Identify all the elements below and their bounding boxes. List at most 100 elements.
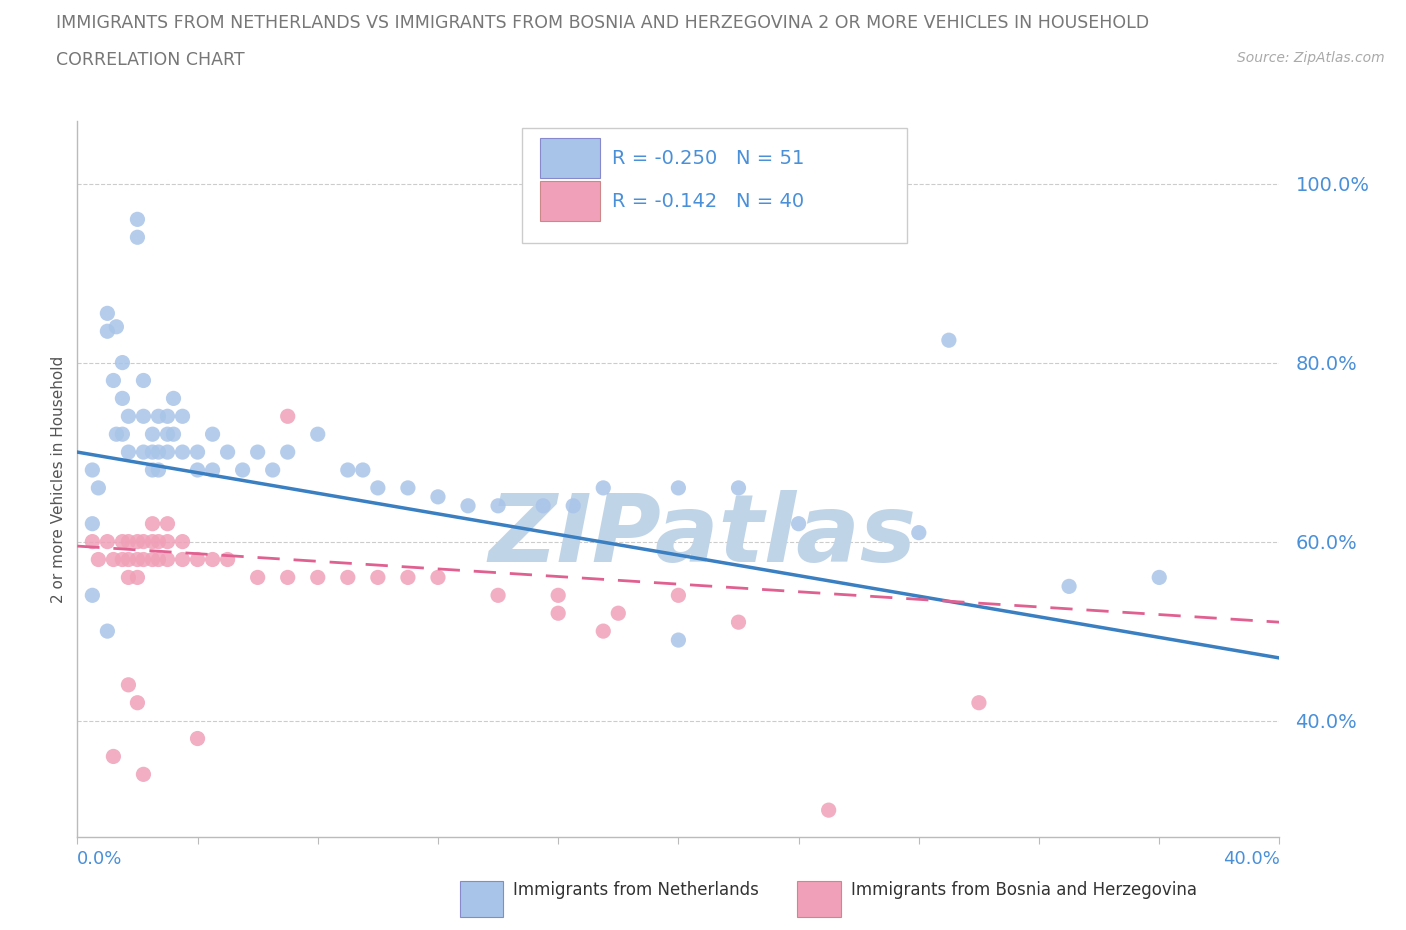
- Point: [105, 427, 128, 442]
- Point: [668, 481, 690, 496]
- Point: [162, 391, 184, 405]
- Point: [201, 552, 224, 567]
- Point: [103, 552, 125, 567]
- Point: [141, 427, 163, 442]
- Point: [111, 534, 134, 549]
- Point: [117, 534, 139, 549]
- Text: R = -0.250   N = 51: R = -0.250 N = 51: [612, 149, 804, 167]
- Point: [96, 306, 118, 321]
- Point: [82, 588, 104, 603]
- Point: [727, 481, 749, 496]
- Text: ZIPatlas: ZIPatlas: [488, 490, 917, 582]
- Point: [127, 696, 149, 711]
- Point: [787, 516, 810, 531]
- Point: [172, 552, 194, 567]
- Text: IMMIGRANTS FROM NETHERLANDS VS IMMIGRANTS FROM BOSNIA AND HERZEGOVINA 2 OR MORE : IMMIGRANTS FROM NETHERLANDS VS IMMIGRANT…: [56, 14, 1149, 32]
- Point: [82, 516, 104, 531]
- Point: [186, 462, 209, 477]
- Point: [246, 570, 269, 585]
- Point: [141, 552, 163, 567]
- Text: Immigrants from Netherlands: Immigrants from Netherlands: [513, 881, 759, 899]
- Point: [127, 212, 149, 227]
- Point: [96, 324, 118, 339]
- FancyBboxPatch shape: [522, 128, 907, 243]
- Point: [82, 462, 104, 477]
- Point: [457, 498, 479, 513]
- Point: [111, 427, 134, 442]
- Point: [967, 696, 990, 711]
- Point: [277, 409, 299, 424]
- Point: [531, 498, 554, 513]
- Text: R = -0.142   N = 40: R = -0.142 N = 40: [612, 192, 804, 210]
- Text: CORRELATION CHART: CORRELATION CHART: [56, 51, 245, 69]
- Point: [105, 319, 128, 334]
- Text: Source: ZipAtlas.com: Source: ZipAtlas.com: [1237, 51, 1385, 65]
- Point: [132, 534, 155, 549]
- Point: [938, 333, 960, 348]
- Point: [668, 588, 690, 603]
- Y-axis label: 2 or more Vehicles in Household: 2 or more Vehicles in Household: [51, 355, 66, 603]
- Point: [127, 570, 149, 585]
- Point: [148, 552, 170, 567]
- Point: [817, 803, 839, 817]
- Point: [367, 481, 389, 496]
- Point: [132, 552, 155, 567]
- Point: [156, 427, 179, 442]
- Text: Immigrants from Bosnia and Herzegovina: Immigrants from Bosnia and Herzegovina: [851, 881, 1197, 899]
- Point: [186, 731, 209, 746]
- Point: [117, 677, 139, 692]
- Point: [367, 570, 389, 585]
- Point: [117, 409, 139, 424]
- Point: [277, 445, 299, 459]
- Point: [592, 624, 614, 639]
- Point: [111, 355, 134, 370]
- Point: [486, 498, 509, 513]
- Point: [141, 445, 163, 459]
- Point: [148, 445, 170, 459]
- Point: [127, 534, 149, 549]
- Text: 40.0%: 40.0%: [1223, 850, 1279, 869]
- Point: [232, 462, 254, 477]
- Point: [87, 481, 110, 496]
- Point: [262, 462, 284, 477]
- Point: [156, 409, 179, 424]
- Point: [127, 552, 149, 567]
- Point: [486, 588, 509, 603]
- Point: [427, 489, 450, 504]
- Point: [607, 605, 630, 620]
- Point: [562, 498, 585, 513]
- Point: [186, 445, 209, 459]
- Point: [217, 445, 239, 459]
- Point: [246, 445, 269, 459]
- Point: [172, 445, 194, 459]
- Point: [87, 552, 110, 567]
- FancyBboxPatch shape: [540, 138, 600, 179]
- Point: [111, 552, 134, 567]
- FancyBboxPatch shape: [540, 181, 600, 221]
- Point: [117, 552, 139, 567]
- Point: [96, 534, 118, 549]
- Point: [148, 534, 170, 549]
- Point: [307, 427, 329, 442]
- Text: 0.0%: 0.0%: [77, 850, 122, 869]
- Point: [592, 481, 614, 496]
- Point: [82, 534, 104, 549]
- Point: [96, 624, 118, 639]
- Point: [162, 427, 184, 442]
- Point: [156, 534, 179, 549]
- Point: [156, 445, 179, 459]
- Point: [156, 516, 179, 531]
- Point: [336, 462, 359, 477]
- Point: [547, 588, 569, 603]
- Point: [111, 391, 134, 405]
- Point: [201, 462, 224, 477]
- Point: [277, 570, 299, 585]
- Point: [148, 409, 170, 424]
- Point: [908, 525, 931, 540]
- Point: [132, 767, 155, 782]
- Point: [127, 230, 149, 245]
- Point: [132, 373, 155, 388]
- Point: [132, 445, 155, 459]
- Point: [1149, 570, 1171, 585]
- Point: [132, 409, 155, 424]
